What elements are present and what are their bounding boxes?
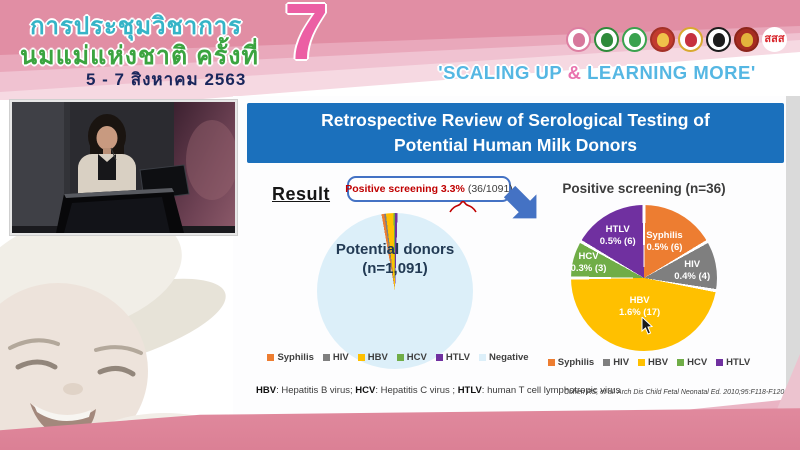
- positive-screening-callout: Positive screening 3.3% (36/1091): [345, 176, 513, 202]
- slice-label-hbv: HBV 1.6% (17): [619, 295, 661, 319]
- legend-swatch: [357, 354, 365, 361]
- thai-health-fund-logo: สสส: [762, 27, 787, 52]
- legend-item-hbv: HBV: [638, 357, 668, 368]
- background-baby-photo: [0, 231, 248, 450]
- presenter-webcam: [9, 99, 238, 236]
- legend-item-hiv: HIV: [322, 352, 349, 363]
- citation: Cohen RS, et al. Arch Dis Child Fetal Ne…: [564, 389, 787, 396]
- mouse-cursor-icon: [641, 317, 653, 335]
- legend-swatch: [547, 359, 555, 366]
- dark-red-society-logo: [734, 27, 759, 52]
- legend-item-hcv: HCV: [677, 357, 707, 368]
- conference-header-banner: การประชุมวิชาการ นมแม่แห่งชาติ ครั้งที่ …: [0, 0, 800, 100]
- black-university-seal-logo: [706, 27, 731, 52]
- conference-title-line2: นมแม่แห่งชาติ ครั้งที่: [20, 42, 259, 70]
- abbreviation-footnote: HBV: Hepatitis B virus; HCV: Hepatitis C…: [256, 385, 621, 396]
- slice-label-syphilis: Syphilis 0.5% (6): [646, 229, 683, 253]
- slice-label-hiv: HIV 0.4% (4): [674, 258, 711, 282]
- slice-label-hcv: HCV 0.3% (3): [570, 251, 607, 275]
- legend-swatch: [396, 354, 404, 361]
- legend-item-htlv: HTLV: [716, 357, 750, 368]
- potential-donors-pie: [317, 213, 473, 369]
- callout-brace: [449, 201, 477, 213]
- legend-item-hcv: HCV: [396, 352, 427, 363]
- arrow-icon: [504, 185, 537, 219]
- legend-item-negative: Negative: [478, 352, 529, 363]
- callout-highlight: Positive screening 3.3%: [345, 183, 465, 195]
- legend-swatch: [603, 359, 611, 366]
- callout-detail: (36/1091): [467, 183, 513, 195]
- legend-swatch: [267, 354, 275, 361]
- right-edge-strip: [786, 96, 800, 450]
- legend-swatch: [638, 359, 646, 366]
- conference-title-line1: การประชุมวิชาการ: [30, 13, 243, 40]
- positive-screening-title: Positive screening (n=36): [562, 181, 726, 196]
- mother-baby-foundation-logo: [566, 27, 591, 52]
- legend-item-htlv: HTLV: [435, 352, 470, 363]
- legend-swatch: [716, 359, 724, 366]
- presenter-scene: [12, 102, 238, 233]
- result-heading: Result: [272, 184, 331, 204]
- legend-item-syphilis: Syphilis: [547, 357, 594, 368]
- legend-swatch: [322, 354, 330, 361]
- legend-swatch: [435, 354, 443, 361]
- slide-title-line1: Retrospective Review of Serological Test…: [321, 110, 710, 130]
- legend-item-syphilis: Syphilis: [267, 352, 314, 363]
- potential-donors-label: Potential donors (n=1,091): [335, 241, 455, 277]
- legend-item-hbv: HBV: [357, 352, 388, 363]
- sponsor-logos-row: สสส: [566, 27, 787, 52]
- slide-title-line2: Potential Human Milk Donors: [393, 135, 638, 155]
- potential-donors-legend: Syphilis HIV HBV HCV HTLV Negative: [267, 352, 529, 363]
- green-medical-council-logo: [594, 27, 619, 52]
- positive-screening-legend: Syphilis HIV HBV HCV HTLV: [547, 357, 750, 368]
- red-gold-royal-college-logo: [650, 27, 675, 52]
- slide-title: Retrospective Review of Serological Test…: [247, 103, 784, 163]
- legend-swatch: [677, 359, 685, 366]
- edition-number: 7: [284, 0, 329, 76]
- legend-swatch: [478, 354, 486, 361]
- legend-item-hiv: HIV: [603, 357, 629, 368]
- green-health-department-logo: [622, 27, 647, 52]
- gold-crown-institute-logo: [678, 27, 703, 52]
- conference-date: 5 - 7 สิงหาคม 2563: [86, 70, 247, 89]
- conference-slogan: 'SCALING UP & LEARNING MORE': [438, 62, 756, 83]
- slice-label-htlv: HTLV 0.5% (6): [599, 223, 636, 247]
